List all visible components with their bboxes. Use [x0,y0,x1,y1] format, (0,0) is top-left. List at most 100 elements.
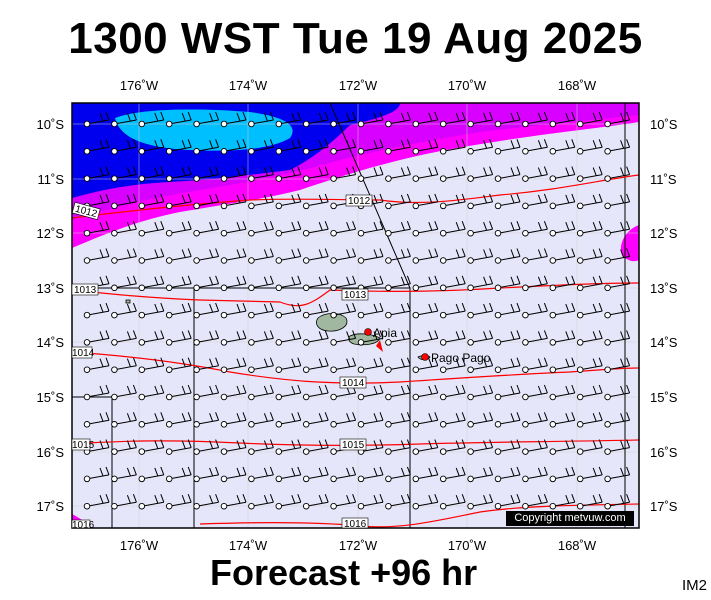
isobar-label-1015-west: 1015 [71,438,95,451]
wind-barb [467,357,494,373]
wind-barb [439,139,466,155]
wind-barb [302,357,329,373]
wind-barb [220,166,247,182]
wind-barb [275,275,302,292]
wind-barb [220,248,247,264]
isobar-label-1016-centre: 1016 [341,517,369,530]
small-island-west [125,299,131,304]
wind-barb [275,384,302,401]
wind-barb [494,275,521,292]
wind-barb [330,139,357,155]
wind-barb [494,166,521,182]
wind-barb [439,384,466,401]
lon-label-bottom: 172˚W [339,538,378,553]
wind-barb [111,494,137,510]
wind-barb [522,330,548,346]
wind-barb [439,248,466,264]
wind-barb [522,248,548,264]
wind-barb [576,166,603,182]
wind-barb [604,166,631,182]
wind-barb [248,221,274,237]
wind-barb [193,330,220,346]
wind-barb [412,193,439,210]
wind-barb [522,166,548,182]
wind-barb [138,248,165,264]
wind-barb [412,275,439,292]
wind-barb [412,139,439,155]
wind-barb [165,193,192,210]
wind-barb [302,330,329,346]
wind-barb [83,466,110,483]
wind-barb [193,221,220,237]
wind-barb [604,302,631,319]
wind-barb [165,439,192,455]
wind-barb [193,357,220,373]
lat-label-right: 17˚S [650,499,678,514]
wind-barb [302,494,329,510]
wind-barb [357,330,384,346]
wind-barb [467,139,494,155]
wind-barb [138,139,165,155]
wind-barb [193,466,220,483]
wind-barb [604,466,631,483]
lat-label-left: 15˚S [37,390,65,405]
wind-barb [83,111,110,128]
lon-label-bottom: 174˚W [229,538,268,553]
wind-barb [330,330,357,346]
isobar-label-1015-centre: 1015 [339,438,367,451]
wind-barb [412,221,439,237]
wind-barb [439,330,466,346]
wind-barb [248,139,274,155]
wind-barb [604,384,631,401]
wind-barb [111,302,137,319]
wind-barb [302,412,329,428]
wind-barb [330,357,357,373]
wind-barb [439,466,466,483]
wind-barb [248,357,274,373]
wind-barb [576,193,603,210]
wind-barb [549,139,576,155]
wind-barb [385,221,411,237]
wind-barb [357,139,384,155]
lon-label-top: 172˚W [339,78,378,93]
svg-text:1015: 1015 [342,440,365,451]
wind-barb [248,302,274,319]
wind-barb [220,111,247,128]
svg-text:1014: 1014 [342,378,365,389]
wind-barb [302,248,329,264]
wind-barb [494,139,521,155]
wind-barb [220,193,247,210]
lat-label-right: 10˚S [650,117,678,132]
wind-barb [165,384,192,401]
wind-barb [576,439,603,455]
lon-label-bottom: 170˚W [448,538,487,553]
pago-pago-marker [421,353,429,361]
wind-barb [576,494,603,510]
wind-barb [193,384,220,401]
wind-barb [522,357,548,373]
wind-barb [549,439,576,455]
wind-barb [467,439,494,455]
wind-barb [111,248,137,264]
wind-barb [220,275,247,292]
wind-barb [83,357,110,373]
wind-barb [83,139,110,155]
wind-barb [275,221,302,237]
wind-barb [302,139,329,155]
wind-barb [302,302,329,319]
wind-barb [111,357,137,373]
wind-barb [494,193,521,210]
wind-barb [248,384,274,401]
wind-barb [412,248,439,264]
lon-labels-top: 176˚W 174˚W 172˚W 170˚W 168˚W [120,78,597,93]
wind-barb [412,111,439,128]
lat-label-left: 12˚S [37,226,65,241]
wind-barb [549,384,576,401]
wind-barb [193,275,220,292]
wind-barb [522,384,548,401]
wind-barb [439,111,466,128]
wind-barb [111,439,137,455]
wind-barb [604,248,631,264]
wind-barb [193,412,220,428]
wind-barb [549,412,576,428]
